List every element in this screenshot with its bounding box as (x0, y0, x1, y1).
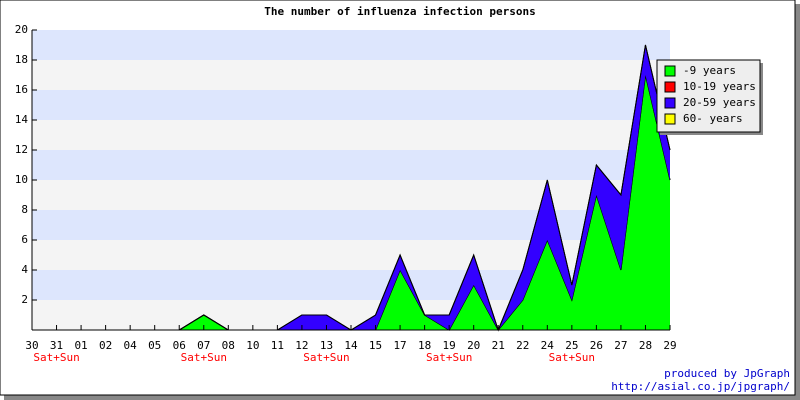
y-tick-label: 10 (15, 173, 28, 186)
legend-swatch (664, 97, 676, 109)
x-tick-label: 13 (320, 339, 333, 352)
x-tick-label: 17 (393, 339, 406, 352)
x-tick-label: 21 (492, 339, 505, 352)
x-tick-label: 31 (50, 339, 63, 352)
x-sublabel: Sat+Sun (303, 351, 349, 364)
y-tick-label: 16 (15, 83, 28, 96)
x-tick-label: 18 (418, 339, 431, 352)
y-tick-label: 20 (15, 23, 28, 36)
x-sublabel: Sat+Sun (549, 351, 595, 364)
x-tick-label: 24 (541, 339, 555, 352)
x-tick-label: 11 (271, 339, 284, 352)
x-sublabel: Sat+Sun (426, 351, 472, 364)
y-tick-label: 8 (21, 203, 28, 216)
x-tick-label: 30 (25, 339, 38, 352)
y-tick-label: 6 (21, 233, 28, 246)
x-tick-label: 04 (124, 339, 138, 352)
y-tick-label: 4 (21, 263, 28, 276)
x-tick-label: 07 (197, 339, 210, 352)
x-tick-label: 15 (369, 339, 382, 352)
x-tick-label: 26 (590, 339, 603, 352)
x-sublabel: Sat+Sun (33, 351, 79, 364)
y-tick-label: 12 (15, 143, 28, 156)
background-band (32, 240, 670, 270)
credit-url: http://asial.co.jp/jpgraph/ (611, 380, 790, 393)
background-band (32, 90, 670, 120)
background-band (32, 30, 670, 60)
x-tick-label: 12 (295, 339, 308, 352)
x-tick-label: 08 (222, 339, 235, 352)
x-tick-label: 28 (639, 339, 652, 352)
x-tick-label: 14 (344, 339, 358, 352)
background-band (32, 120, 670, 150)
legend-label: -9 years (683, 64, 736, 77)
legend-label: 10-19 years (683, 80, 756, 93)
legend-label: 20-59 years (683, 96, 756, 109)
y-tick-label: 18 (15, 53, 28, 66)
x-tick-label: 19 (443, 339, 456, 352)
background-band (32, 180, 670, 210)
legend-swatch (664, 81, 676, 93)
x-tick-label: 06 (173, 339, 186, 352)
y-tick-label: 2 (21, 293, 28, 306)
y-tick-label: 14 (15, 113, 29, 126)
background-band (32, 60, 670, 90)
x-tick-label: 20 (467, 339, 480, 352)
legend-label: 60- years (683, 112, 743, 125)
x-tick-label: 05 (148, 339, 161, 352)
x-tick-label: 02 (99, 339, 112, 352)
x-tick-label: 22 (516, 339, 529, 352)
legend-swatch (664, 65, 676, 77)
area-fill (32, 75, 670, 330)
chart-title: The number of influenza infection person… (264, 5, 536, 18)
background-band (32, 210, 670, 240)
x-tick-label: 01 (74, 339, 87, 352)
credit: produced by JpGraph (664, 367, 790, 380)
background-band (32, 150, 670, 180)
legend-swatch (664, 113, 676, 125)
x-tick-label: 25 (565, 339, 578, 352)
x-tick-label: 10 (246, 339, 259, 352)
x-tick-label: 29 (663, 339, 676, 352)
x-sublabel: Sat+Sun (181, 351, 227, 364)
x-tick-label: 27 (614, 339, 627, 352)
